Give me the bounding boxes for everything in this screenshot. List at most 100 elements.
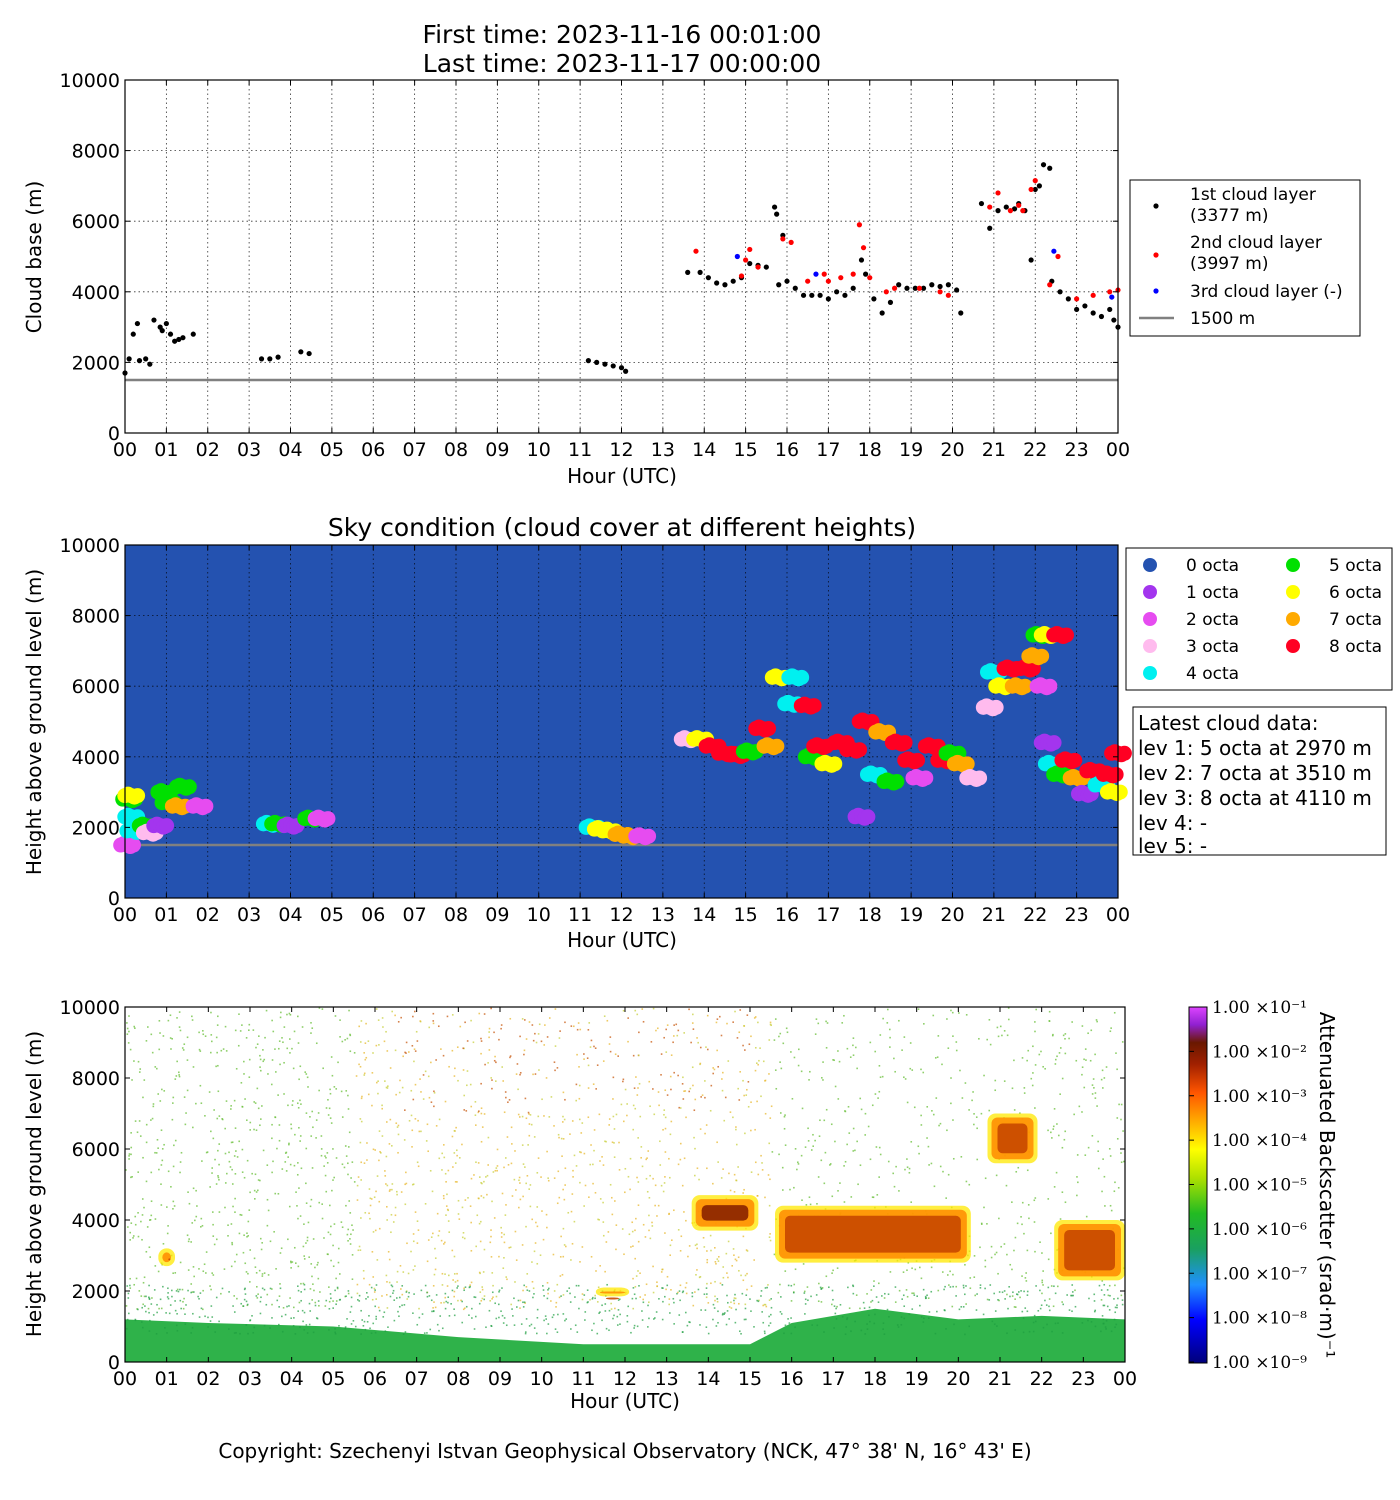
noise-pixel [578,1118,581,1121]
noise-pixel [490,1256,493,1258]
noise-pixel [762,1060,765,1063]
boundary-layer-speckle [873,1322,876,1325]
noise-pixel [218,1115,221,1117]
noise-pixel [452,1166,454,1168]
noise-pixel [128,1155,130,1157]
boundary-layer-speckle [228,1328,230,1330]
boundary-layer-speckle [626,1315,629,1317]
noise-pixel [171,1037,173,1040]
noise-pixel [642,1020,645,1023]
noise-pixel [800,1070,803,1073]
noise-pixel [298,1187,300,1189]
noise-pixel [1087,1032,1089,1035]
noise-pixel [654,1204,656,1207]
noise-pixel [279,1063,281,1066]
noise-pixel [654,1184,657,1187]
boundary-layer-speckle [303,1288,306,1291]
noise-pixel [774,1018,777,1020]
noise-pixel [181,1288,184,1291]
noise-pixel [381,1104,383,1107]
noise-pixel [714,1299,716,1302]
cloud-layer-1-point [954,287,960,293]
boundary-layer-speckle [1115,1323,1118,1326]
noise-pixel [669,1244,672,1247]
noise-pixel [324,1305,327,1307]
noise-pixel [417,1119,419,1122]
boundary-layer-speckle [715,1325,718,1327]
noise-pixel [695,1273,697,1276]
noise-pixel [230,1223,233,1225]
noise-pixel [883,1297,886,1299]
noise-pixel [559,1256,562,1258]
noise-pixel [910,1141,913,1143]
noise-pixel [517,1088,519,1091]
noise-pixel [262,1149,265,1152]
noise-pixel [746,1272,748,1275]
boundary-layer-speckle [293,1317,295,1319]
noise-pixel [163,1090,166,1092]
noise-pixel [946,1018,948,1020]
noise-pixel [575,1099,578,1102]
noise-pixel [629,1157,632,1160]
boundary-layer-speckle [769,1322,772,1324]
cloud-layer-1-point [1011,206,1018,212]
noise-pixel [1121,1041,1124,1043]
noise-pixel [280,1011,282,1014]
boundary-layer-speckle [852,1285,855,1288]
noise-pixel [480,1195,483,1197]
noise-pixel [904,1078,907,1080]
noise-pixel [839,1182,841,1184]
latest-cloud-data-box: Latest cloud data: lev 1: 5 octa at 2970… [1132,706,1387,858]
info-title: Latest cloud data: [1138,711,1318,735]
noise-pixel [790,1300,793,1302]
boundary-layer-speckle [532,1296,534,1299]
noise-pixel [514,1281,516,1283]
legend-label-layer2: 2nd cloud layer [1190,233,1322,253]
noise-pixel [329,1117,332,1119]
noise-pixel [230,1265,233,1268]
noise-pixel [735,1143,738,1146]
cloud-layer-1-point [863,271,869,277]
noise-pixel [359,1118,362,1120]
noise-pixel [934,1057,937,1059]
noise-pixel [154,1066,157,1068]
cloud-layer-2-point [838,275,844,281]
noise-pixel [602,1164,605,1166]
noise-pixel [319,1291,321,1293]
noise-pixel [142,1156,144,1159]
noise-pixel [306,1076,309,1079]
noise-pixel [442,1054,445,1057]
noise-pixel [172,1165,175,1168]
noise-pixel [337,1061,339,1064]
noise-pixel [297,1265,300,1268]
noise-pixel [660,1184,663,1187]
noise-pixel [920,1114,922,1117]
noise-pixel [705,1124,708,1126]
noise-pixel [156,1138,159,1141]
noise-pixel [346,1233,349,1236]
noise-pixel [419,1078,421,1080]
noise-pixel [410,1089,413,1092]
noise-pixel [1042,1284,1044,1286]
noise-pixel [140,1295,143,1297]
noise-pixel [588,1022,591,1024]
noise-pixel [571,1120,574,1122]
boundary-layer-speckle [1062,1303,1065,1306]
noise-pixel [841,1022,844,1024]
noise-pixel [507,1101,509,1104]
x-tick-label: 21 [982,904,1006,926]
x-tick-label: 13 [655,1368,679,1390]
noise-pixel [174,1078,177,1080]
noise-pixel [257,1293,259,1295]
noise-pixel [753,1017,756,1019]
boundary-layer-speckle [882,1328,884,1330]
boundary-layer-speckle [728,1318,730,1320]
boundary-layer-speckle [583,1294,586,1296]
x-tick-label: 05 [320,439,344,461]
boundary-layer-speckle [804,1303,807,1305]
noise-pixel [796,1168,798,1171]
boundary-layer-speckle [169,1304,172,1306]
noise-pixel [1030,1077,1033,1080]
noise-pixel [1107,1294,1110,1297]
